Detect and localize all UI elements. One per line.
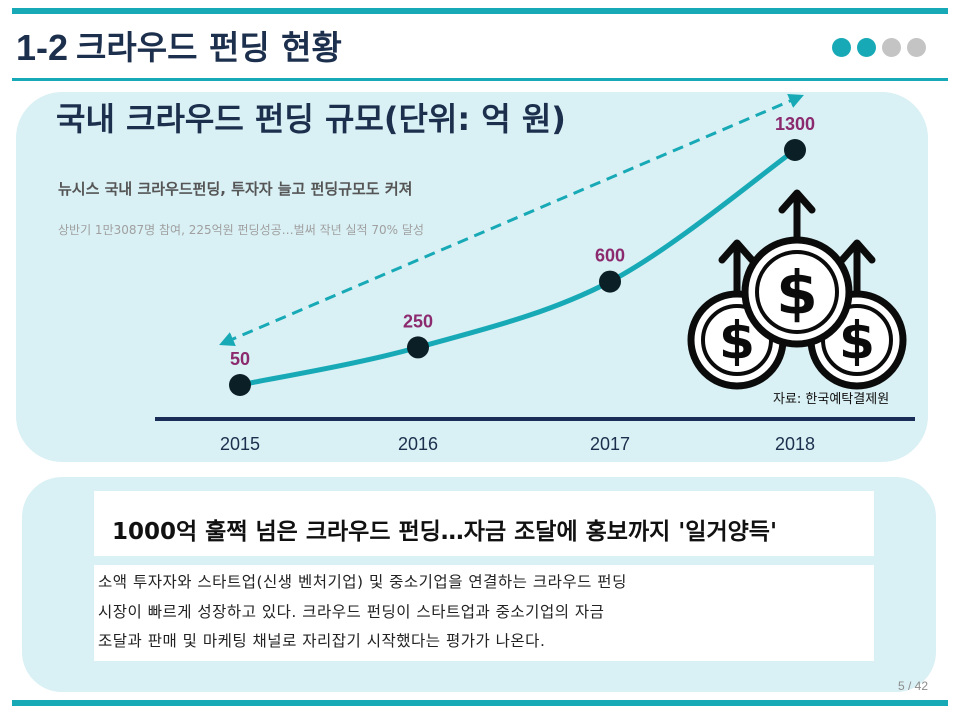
article-title-box (94, 491, 874, 556)
article-body-box (94, 565, 874, 661)
x-tick-label: 2017 (590, 434, 630, 454)
center-coin-dollar-glyph: $ (776, 259, 818, 329)
article-body: 소액 투자자와 스타트업(신생 벤처기업) 및 중소기업을 연결하는 크라우드 … (98, 568, 878, 657)
chart-heading: 국내 크라우드 펀딩 규모(단위: 억 원) (56, 100, 566, 138)
data-point (599, 270, 621, 293)
center-coin (741, 236, 853, 348)
series-line (237, 147, 798, 388)
progress-dot-3 (882, 38, 901, 57)
x-tick-label: 2018 (775, 434, 815, 454)
data-label: 250 (403, 311, 433, 331)
data-point (229, 374, 251, 396)
x-tick-label: 2015 (220, 434, 260, 454)
right-arrow-head (838, 239, 876, 264)
trend-arrow (219, 94, 804, 346)
data-label: 50 (230, 349, 250, 369)
money-growth-icon: $ $ $ (687, 189, 907, 390)
data-label: 600 (595, 246, 625, 266)
bottom-accent-bar (12, 700, 948, 706)
x-tick-label: 2016 (398, 434, 438, 454)
source-note: 자료: 한국예탁결제원 (773, 392, 889, 407)
title-divider (12, 78, 948, 81)
slide-title: 크라우드 펀딩 현황 (76, 28, 342, 67)
data-point (407, 336, 429, 359)
slide-number: 1-2 (16, 27, 69, 68)
progress-dot-4 (907, 38, 926, 57)
center-coin-ring (755, 250, 839, 334)
article-body-line: 조달과 판매 및 마케팅 채널로 자리잡기 시작했다는 평가가 나온다. (98, 632, 546, 650)
progress-dot-2 (857, 38, 876, 57)
right-coin-dollar-glyph: $ (839, 312, 875, 372)
article-body-line: 시장이 빠르게 성장하고 있다. 크라우드 펀딩이 스타트업과 중소기업의 자금 (98, 602, 605, 621)
data-point (784, 139, 806, 161)
left-arrow-head (718, 239, 756, 264)
center-arrow-head (778, 189, 816, 214)
article-title: 1000억 훌쩍 넘은 크라우드 펀딩…자금 조달에 홍보까지 '일거양득' (112, 519, 777, 545)
article-body-line: 소액 투자자와 스타트업(신생 벤처기업) 및 중소기업을 연결하는 크라우드 … (98, 573, 627, 591)
left-coin-dollar-glyph: $ (719, 312, 755, 372)
slide-progress-dots (832, 38, 926, 57)
slide-title-row: 1-2 크라우드 펀딩 현황 (16, 18, 342, 68)
top-accent-bar (12, 8, 948, 14)
page-number: 5 / 42 (898, 679, 929, 693)
data-label: 1300 (775, 114, 815, 134)
progress-dot-1 (832, 38, 851, 57)
